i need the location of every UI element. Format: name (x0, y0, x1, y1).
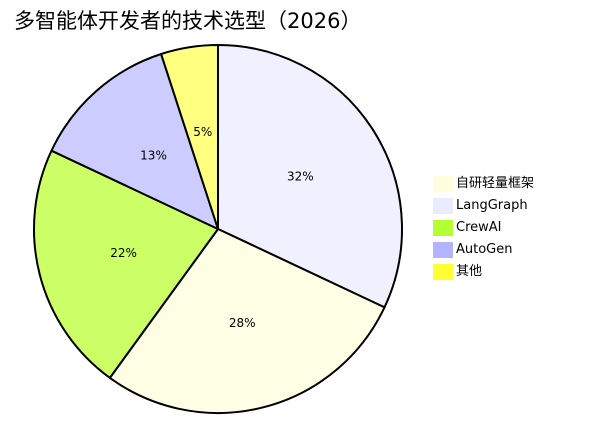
pie-slice-langgraph (217, 44, 403, 309)
legend-swatch (433, 176, 453, 192)
legend-item: LangGraph (433, 195, 534, 217)
legend-swatch (433, 198, 453, 214)
legend-label: AutoGen (456, 242, 513, 257)
pie-slice-labels: 32% 28% 22% 13% 5% (110, 125, 313, 330)
pie-slice-2 (108, 228, 386, 414)
legend-item: 其他 (433, 261, 534, 283)
slice-value-label: 22% (110, 246, 137, 260)
slice-value-label: 28% (229, 316, 256, 330)
legend-item: CrewAI (433, 217, 534, 239)
legend-label: LangGraph (456, 198, 528, 213)
legend-item: AutoGen (433, 239, 534, 261)
legend-label: CrewAI (456, 220, 502, 235)
legend-label: 其他 (456, 264, 483, 279)
pie-slices (33, 44, 403, 414)
slice-value-label: 13% (140, 148, 167, 162)
pie-slice-5 (160, 44, 219, 230)
slice-value-label: 5% (193, 125, 212, 139)
chart-title: 多智能体开发者的技术选型（2026） (14, 9, 362, 33)
legend-swatch (433, 264, 453, 280)
legend-item: 自研轻量框架 (433, 173, 534, 195)
slice-value-label: 32% (287, 169, 314, 183)
legend-swatch (433, 242, 453, 258)
chart-legend: 自研轻量框架 LangGraph CrewAI AutoGen 其他 (433, 173, 534, 283)
legend-label: 自研轻量框架 (456, 176, 535, 191)
legend-swatch (433, 220, 453, 236)
pie-slice-autogen (50, 53, 219, 230)
